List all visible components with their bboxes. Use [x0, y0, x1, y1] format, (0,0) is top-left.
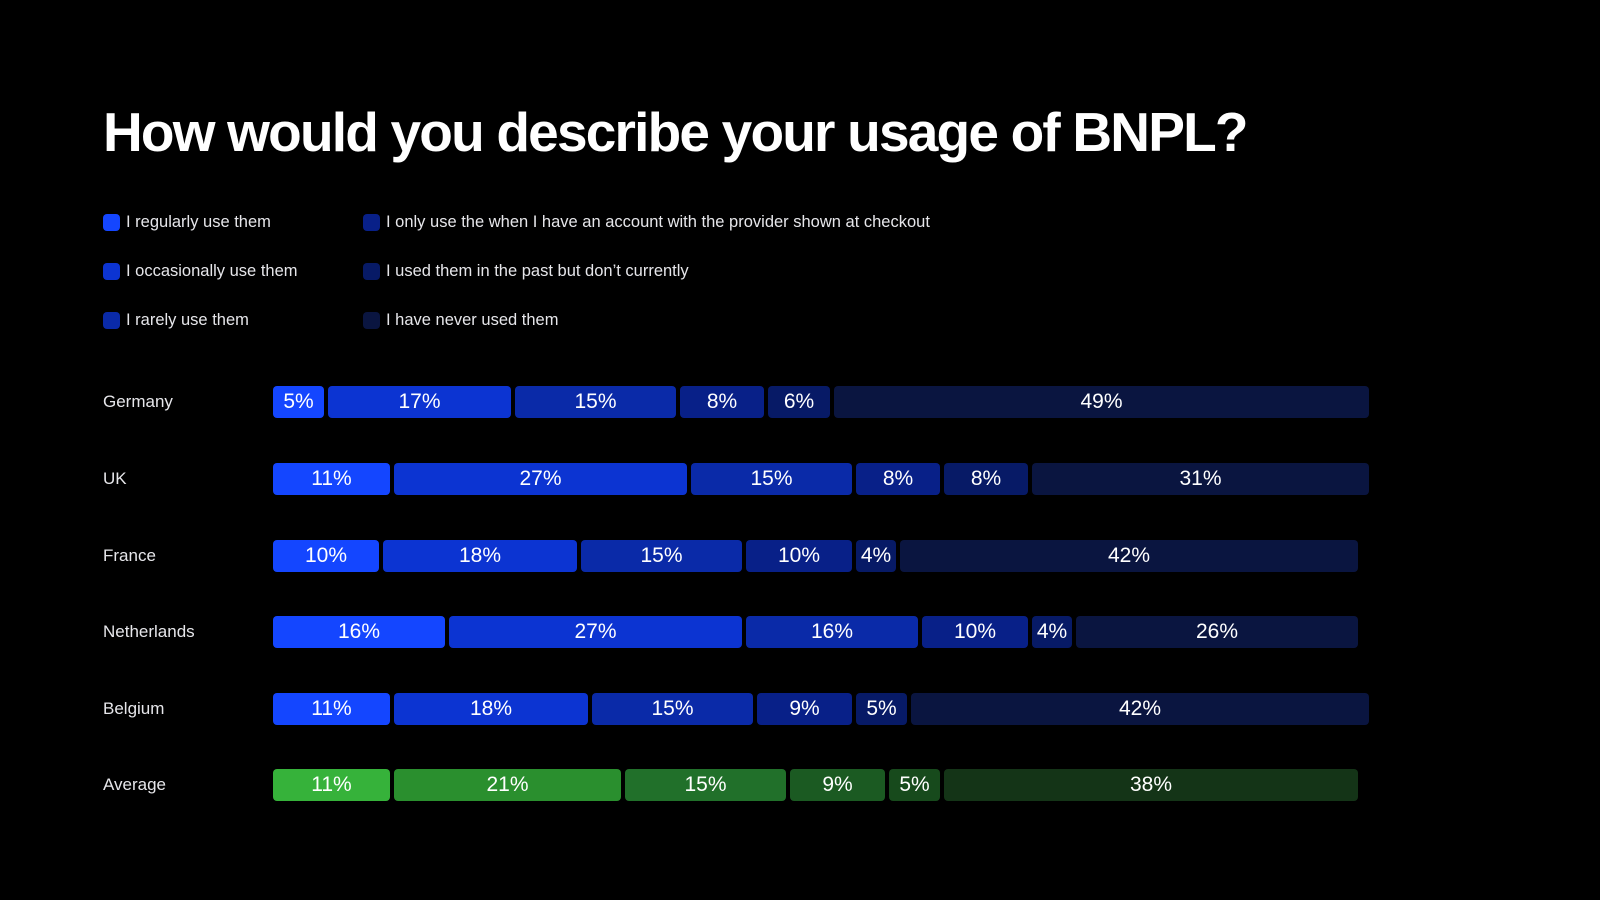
bar-segment-france-provider-account: 10%: [746, 540, 852, 572]
bar-segment-belgium-provider-account: 9%: [757, 693, 852, 725]
bar-segment-germany-regularly: 5%: [273, 386, 324, 418]
bar-segment-netherlands-occasionally: 27%: [449, 616, 742, 648]
legend-label-provider-account: I only use the when I have an account wi…: [386, 212, 930, 231]
bar-netherlands: 16% 27% 16% 10% 4% 26%: [273, 616, 1373, 648]
bar-segment-france-regularly: 10%: [273, 540, 379, 572]
bar-segment-uk-never-used: 31%: [1032, 463, 1369, 495]
row-label-france: France: [103, 546, 156, 565]
legend-swatch-rarely: [103, 311, 120, 329]
legend-label-occasionally: I occasionally use them: [126, 261, 298, 280]
bar-segment-netherlands-rarely: 16%: [746, 616, 918, 648]
bar-row-belgium: Belgium 11% 18% 15% 9% 5% 42%: [0, 693, 1600, 725]
bar-segment-netherlands-provider-account: 10%: [922, 616, 1028, 648]
bar-segment-uk-provider-account: 8%: [856, 463, 940, 495]
bar-segment-netherlands-never-used: 26%: [1076, 616, 1358, 648]
chart-title: How would you describe your usage of BNP…: [103, 101, 1249, 163]
legend-item-regularly: I regularly use them: [103, 210, 271, 234]
bar-segment-uk-rarely: 15%: [691, 463, 852, 495]
bar-row-germany: Germany 5% 17% 15% 8% 6% 49%: [0, 386, 1600, 418]
bar-segment-france-past-use: 4%: [856, 540, 896, 572]
bar-segment-germany-provider-account: 8%: [680, 386, 764, 418]
row-label-average: Average: [103, 775, 167, 794]
bar-segment-average-occasionally: 21%: [394, 769, 621, 801]
row-label-belgium: Belgium: [103, 699, 165, 718]
bar-belgium: 11% 18% 15% 9% 5% 42%: [273, 693, 1373, 725]
bar-segment-average-regularly: 11%: [273, 769, 390, 801]
legend-swatch-provider-account: [363, 213, 380, 231]
bar-segment-germany-never-used: 49%: [834, 386, 1369, 418]
bar-segment-belgium-occasionally: 18%: [394, 693, 588, 725]
legend-item-rarely: I rarely use them: [103, 308, 249, 332]
legend-item-past-use: I used them in the past but don’t curren…: [363, 259, 689, 283]
bar-segment-uk-occasionally: 27%: [394, 463, 687, 495]
bar-segment-belgium-regularly: 11%: [273, 693, 390, 725]
legend-item-provider-account: I only use the when I have an account wi…: [363, 210, 930, 234]
bar-segment-france-never-used: 42%: [900, 540, 1358, 572]
bar-segment-average-never-used: 38%: [944, 769, 1358, 801]
legend-label-rarely: I rarely use them: [126, 310, 249, 329]
legend-label-past-use: I used them in the past but don’t curren…: [386, 261, 689, 280]
bar-uk: 11% 27% 15% 8% 8% 31%: [273, 463, 1373, 495]
bar-row-netherlands: Netherlands 16% 27% 16% 10% 4% 26%: [0, 616, 1600, 648]
bar-segment-netherlands-regularly: 16%: [273, 616, 445, 648]
row-label-netherlands: Netherlands: [103, 622, 195, 641]
legend-swatch-past-use: [363, 262, 380, 280]
legend-item-never-used: I have never used them: [363, 308, 558, 332]
bar-france: 10% 18% 15% 10% 4% 42%: [273, 540, 1373, 572]
legend-swatch-occasionally: [103, 262, 120, 280]
bar-segment-uk-regularly: 11%: [273, 463, 390, 495]
bar-row-france: France 10% 18% 15% 10% 4% 42%: [0, 540, 1600, 572]
bar-segment-belgium-never-used: 42%: [911, 693, 1369, 725]
bar-segment-france-rarely: 15%: [581, 540, 742, 572]
legend-swatch-never-used: [363, 311, 380, 329]
bar-segment-belgium-rarely: 15%: [592, 693, 753, 725]
bar-segment-uk-past-use: 8%: [944, 463, 1028, 495]
row-label-uk: UK: [103, 469, 127, 488]
legend-swatch-regularly: [103, 213, 120, 231]
bar-row-uk: UK 11% 27% 15% 8% 8% 31%: [0, 463, 1600, 495]
bar-germany: 5% 17% 15% 8% 6% 49%: [273, 386, 1373, 418]
legend-item-occasionally: I occasionally use them: [103, 259, 298, 283]
bar-segment-france-occasionally: 18%: [383, 540, 577, 572]
bar-row-average: Average 11% 21% 15% 9% 5% 38%: [0, 769, 1600, 801]
bar-segment-germany-rarely: 15%: [515, 386, 676, 418]
bar-segment-belgium-past-use: 5%: [856, 693, 907, 725]
bar-segment-netherlands-past-use: 4%: [1032, 616, 1072, 648]
legend-label-regularly: I regularly use them: [126, 212, 271, 231]
bar-segment-germany-occasionally: 17%: [328, 386, 511, 418]
row-label-germany: Germany: [103, 392, 173, 411]
bar-average: 11% 21% 15% 9% 5% 38%: [273, 769, 1373, 801]
bar-segment-average-rarely: 15%: [625, 769, 786, 801]
bar-segment-average-past-use: 5%: [889, 769, 940, 801]
bar-segment-germany-past-use: 6%: [768, 386, 830, 418]
legend: I regularly use them I occasionally use …: [103, 210, 1003, 350]
legend-label-never-used: I have never used them: [386, 310, 559, 329]
bar-segment-average-provider-account: 9%: [790, 769, 885, 801]
